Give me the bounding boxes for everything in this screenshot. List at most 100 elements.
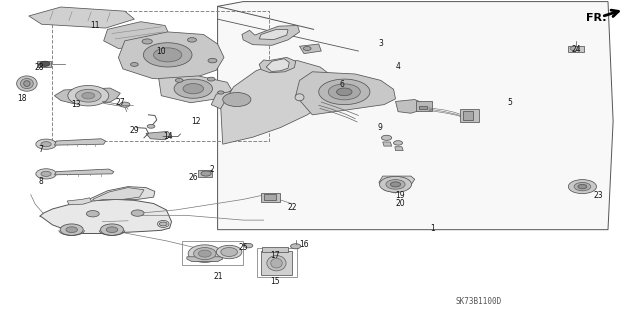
Polygon shape: [118, 32, 224, 80]
Polygon shape: [300, 44, 321, 54]
Circle shape: [100, 224, 124, 235]
Text: 25: 25: [239, 243, 248, 252]
Text: 26: 26: [189, 173, 198, 182]
Ellipse shape: [20, 78, 33, 89]
Bar: [182, 241, 243, 265]
Text: 5: 5: [507, 98, 512, 107]
Polygon shape: [187, 257, 223, 262]
Text: 29: 29: [130, 126, 140, 135]
Polygon shape: [256, 92, 298, 105]
Polygon shape: [146, 131, 172, 140]
Text: 20: 20: [396, 199, 405, 208]
Text: 14: 14: [163, 132, 173, 141]
Polygon shape: [54, 88, 120, 104]
Circle shape: [201, 171, 211, 176]
Text: 11: 11: [90, 21, 99, 30]
Text: 7: 7: [38, 145, 43, 154]
Ellipse shape: [198, 250, 211, 257]
Circle shape: [244, 243, 253, 248]
Polygon shape: [379, 176, 415, 193]
Circle shape: [41, 171, 51, 176]
Text: 22: 22: [288, 204, 298, 212]
Polygon shape: [54, 169, 114, 175]
Circle shape: [175, 78, 183, 82]
Bar: [257, 248, 297, 277]
Circle shape: [386, 180, 405, 189]
Ellipse shape: [295, 94, 304, 101]
Bar: [262, 247, 288, 252]
Circle shape: [131, 210, 144, 216]
Circle shape: [578, 184, 587, 189]
Circle shape: [82, 93, 95, 99]
Circle shape: [142, 39, 152, 44]
Text: 24: 24: [571, 45, 581, 54]
Circle shape: [390, 182, 401, 187]
Polygon shape: [29, 7, 134, 28]
Polygon shape: [93, 188, 144, 201]
Circle shape: [188, 38, 196, 42]
Text: 19: 19: [396, 191, 405, 200]
Circle shape: [380, 176, 412, 192]
Polygon shape: [211, 89, 264, 110]
Circle shape: [337, 88, 352, 96]
Ellipse shape: [271, 258, 282, 268]
Text: 12: 12: [191, 117, 200, 126]
Polygon shape: [218, 2, 613, 230]
Ellipse shape: [194, 248, 216, 260]
Circle shape: [147, 124, 155, 128]
Circle shape: [568, 180, 596, 194]
Bar: [52, 11, 269, 141]
Circle shape: [303, 47, 311, 50]
Ellipse shape: [157, 220, 169, 227]
Circle shape: [328, 84, 360, 100]
Ellipse shape: [24, 81, 30, 86]
Circle shape: [36, 139, 56, 149]
Polygon shape: [296, 72, 396, 115]
Text: 15: 15: [270, 277, 280, 286]
Bar: [416, 101, 432, 111]
Circle shape: [68, 85, 109, 106]
Circle shape: [86, 211, 99, 217]
Ellipse shape: [221, 248, 237, 256]
Circle shape: [183, 84, 204, 94]
Circle shape: [208, 58, 217, 63]
Circle shape: [36, 169, 56, 179]
Circle shape: [60, 224, 83, 235]
Bar: [463, 111, 473, 120]
Text: 23: 23: [594, 191, 604, 200]
Polygon shape: [104, 22, 170, 48]
Circle shape: [143, 43, 192, 67]
Circle shape: [106, 227, 118, 233]
Text: 3: 3: [379, 39, 384, 48]
Text: 2: 2: [210, 165, 214, 174]
Text: 18: 18: [17, 94, 26, 103]
Ellipse shape: [17, 76, 37, 91]
Bar: [264, 194, 276, 200]
Text: 13: 13: [70, 100, 81, 109]
Text: SK73B1100D: SK73B1100D: [456, 297, 502, 306]
Circle shape: [381, 135, 392, 140]
Circle shape: [223, 93, 251, 107]
Text: 21: 21: [213, 272, 223, 281]
Text: 17: 17: [270, 251, 280, 260]
Polygon shape: [395, 147, 403, 151]
Text: 28: 28: [34, 63, 44, 72]
Text: 9: 9: [378, 123, 383, 132]
Text: 27: 27: [115, 98, 125, 107]
Circle shape: [570, 46, 579, 51]
Text: 8: 8: [38, 177, 43, 186]
Ellipse shape: [267, 256, 286, 271]
Polygon shape: [159, 76, 232, 103]
Polygon shape: [259, 29, 288, 40]
Circle shape: [218, 91, 224, 94]
Circle shape: [66, 227, 77, 233]
Ellipse shape: [216, 245, 242, 259]
Circle shape: [394, 141, 403, 145]
Bar: [460, 109, 479, 122]
Polygon shape: [67, 198, 92, 205]
Circle shape: [154, 48, 182, 62]
Circle shape: [131, 63, 138, 66]
Text: 10: 10: [156, 47, 166, 56]
Ellipse shape: [188, 245, 221, 262]
Polygon shape: [383, 142, 392, 146]
